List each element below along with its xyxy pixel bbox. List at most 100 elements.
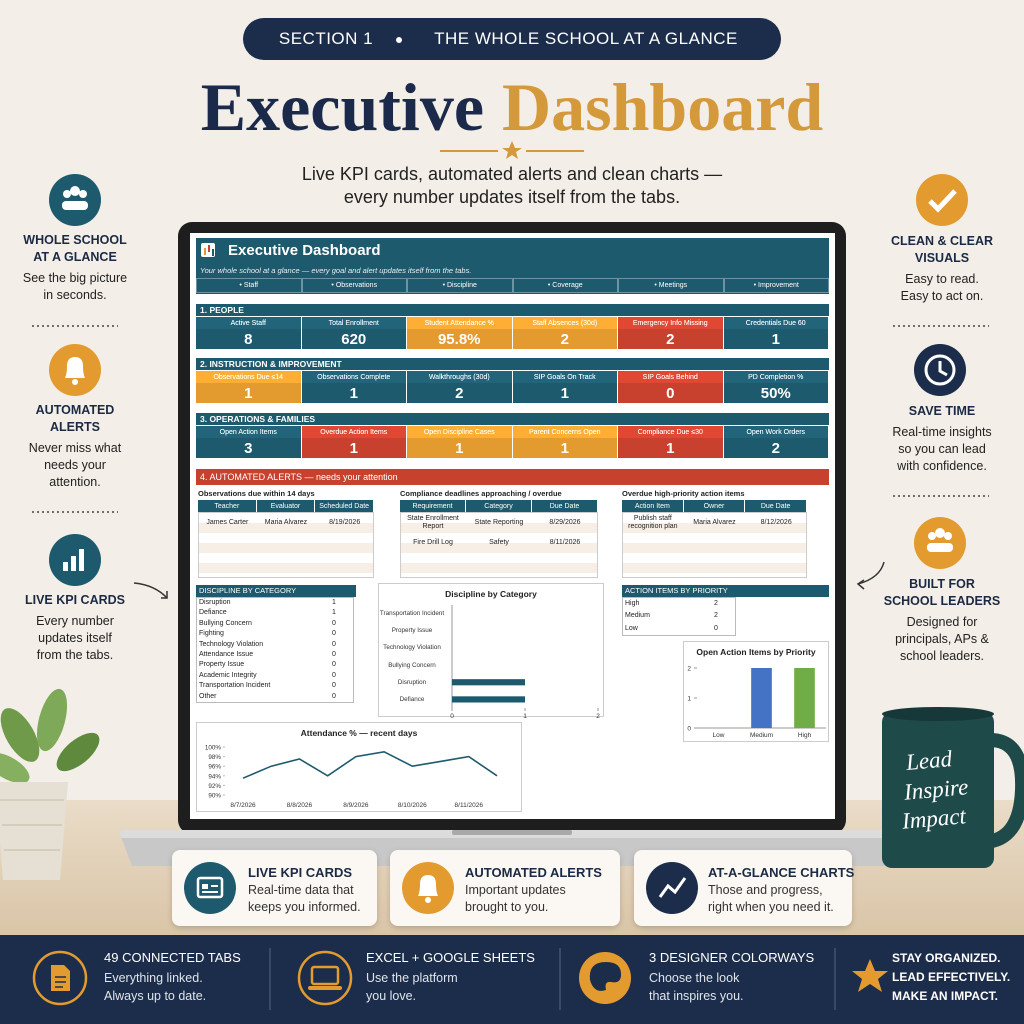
table-header: DISCIPLINE BY CATEGORY (196, 585, 356, 597)
mug (882, 707, 1024, 868)
footer-title: 3 DESIGNER COLORWAYS (649, 950, 815, 965)
table-cell: Low (625, 624, 638, 632)
y-tick-label: 92% (208, 783, 221, 790)
kpi-value: 8 (196, 329, 301, 349)
kpi-label: Staff Absences (30d) (512, 317, 617, 329)
section-header (196, 413, 829, 425)
alert-table-body (622, 512, 807, 578)
kpi-value: 1 (618, 438, 723, 458)
kpi-value: 95.8% (407, 329, 512, 349)
feature-icons (70, 186, 80, 196)
card-text: Those and progress, (708, 883, 823, 897)
x-tick-label: Medium (750, 732, 773, 739)
table-cell: 0 (332, 682, 336, 690)
card-text: right when you need it. (708, 900, 834, 914)
section-label: 1. PEOPLE (200, 305, 244, 315)
feature-icons (927, 543, 953, 552)
feature-title: ALERTS (50, 420, 100, 434)
laptop (452, 830, 572, 835)
alert-table-title: Compliance deadlines approaching / overd… (400, 489, 562, 498)
feature-icons (79, 190, 87, 198)
feature-text: principals, APs & (895, 632, 989, 646)
table-cell: 0 (332, 692, 336, 700)
feature-text: Easy to read. (905, 272, 979, 286)
y-tick-label: 1 (687, 696, 691, 703)
footer-text: Use the platform (366, 971, 458, 985)
bottom-card-boxes (390, 850, 620, 926)
x-tick-label: 8/11/2026 (455, 802, 484, 809)
line (242, 750, 498, 779)
kpi-label: Total Enrollment (301, 317, 406, 329)
section-header (196, 358, 829, 370)
y-tick-label: 94% (208, 773, 221, 780)
title-word: Executive (200, 69, 485, 145)
bottom-card-icons (184, 862, 698, 914)
alert-table-cell: 8/11/2026 (549, 539, 581, 546)
table-cell: 0 (332, 619, 336, 627)
table-cell: 1 (332, 609, 336, 617)
table-cell: Transportation Incident (199, 682, 271, 690)
alert-table-cell: Publish staff recognition plan (628, 515, 678, 530)
card-text: brought to you. (465, 900, 549, 914)
plant (0, 782, 68, 880)
alert-table-cell: Maria Alvarez (264, 519, 308, 526)
screen-icon-bars (204, 248, 206, 255)
feature-icons (938, 361, 948, 377)
plant (0, 688, 100, 880)
screen-tagline: Your whole school at a glance — every go… (200, 266, 472, 275)
kpi-value: 50% (723, 383, 828, 403)
bar (452, 696, 525, 703)
alert-table-body (198, 512, 374, 578)
x-tick-label: 8/8/2026 (287, 802, 313, 809)
feature-title: SAVE TIME (908, 404, 976, 418)
alert-table-body (400, 512, 598, 578)
y-tick-label: 98% (208, 754, 221, 761)
alerts-label: 4. AUTOMATED ALERTS — needs your attenti… (200, 472, 398, 482)
footer-text: Everything linked. (104, 971, 203, 985)
arrows (857, 561, 885, 585)
footer (51, 965, 70, 991)
title-ornament (440, 141, 584, 159)
bar (452, 679, 525, 686)
mug (882, 712, 994, 868)
footer (55, 976, 66, 988)
alert-table-cell: James Carter (206, 519, 249, 526)
feature-text: Real-time insights (892, 425, 992, 439)
footer-text: that inspires you. (649, 989, 744, 1003)
kpi-label: Overdue Action Items (301, 426, 406, 438)
badge (243, 18, 781, 60)
table-cell: Property Issue (199, 661, 245, 669)
x-tick-label: 1 (523, 713, 527, 720)
feature-title: LIVE KPI CARDS (24, 593, 125, 607)
feature-icons (63, 549, 84, 571)
footer (0, 935, 1024, 1024)
bottom-card-icons (425, 897, 431, 903)
y-tick-label: 2 (687, 666, 691, 673)
footer-text: Always up to date. (104, 989, 207, 1003)
alert-table-cell: Maria Alvarez (693, 519, 736, 526)
feature-icons (63, 190, 71, 198)
y-tick-label: Bullying Concern (388, 661, 436, 669)
chart-title: Open Action Items by Priority (696, 647, 815, 657)
table-cell: 0 (714, 624, 718, 632)
mug (984, 733, 1024, 849)
table-cell: 0 (332, 630, 336, 638)
card-title: LIVE KPI CARDS (248, 865, 353, 880)
motto: STAY ORGANIZED. (892, 951, 1001, 965)
footer-text: Choose the look (649, 971, 740, 985)
y-tick-label: Disruption (397, 678, 427, 686)
table-box (196, 597, 354, 703)
feature-text: from the tabs. (36, 648, 114, 662)
chart-box (196, 722, 522, 812)
feature-text: Designed for (906, 615, 978, 629)
table-cell: Defiance (199, 609, 227, 617)
chart-box (378, 583, 604, 717)
feature-title: BUILT FOR (909, 577, 975, 591)
alert-table-cell: 8/29/2026 (549, 519, 581, 526)
kpi-value: 0 (618, 383, 723, 403)
section-header (196, 304, 829, 316)
kpi-label: Active Staff (196, 317, 301, 329)
plant (36, 688, 68, 752)
